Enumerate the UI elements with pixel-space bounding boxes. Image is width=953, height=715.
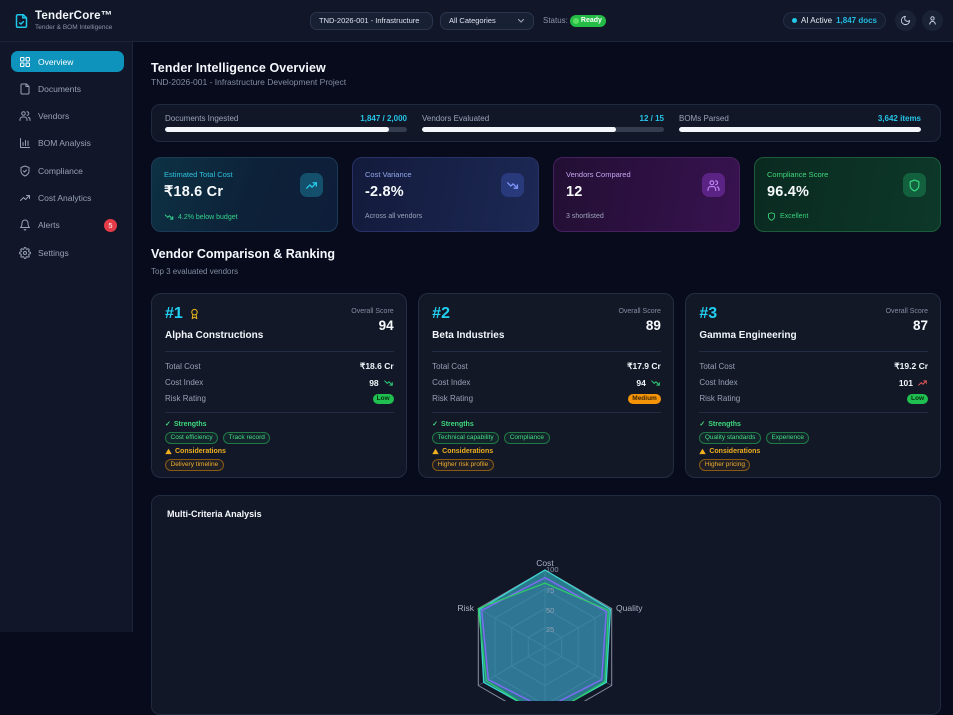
svg-text:100: 100 [546, 565, 559, 574]
svg-text:Cost: Cost [536, 558, 554, 568]
svg-text:Risk: Risk [457, 603, 474, 613]
svg-text:50: 50 [546, 606, 554, 615]
svg-text:25: 25 [546, 625, 554, 634]
svg-text:Quality: Quality [616, 603, 643, 613]
svg-text:75: 75 [546, 586, 554, 595]
